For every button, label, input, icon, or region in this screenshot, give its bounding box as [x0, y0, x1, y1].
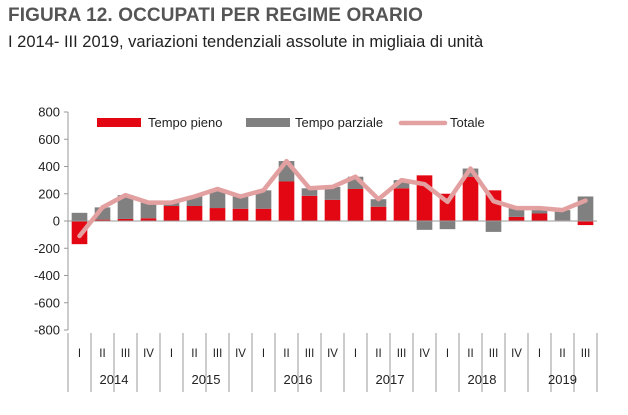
bar-tempo-parziale [324, 186, 341, 200]
bar-tempo-parziale [531, 208, 548, 214]
x-quarter-label: III [121, 348, 131, 360]
x-quarter-label: I [170, 348, 173, 360]
legend-label-tempo-pieno: Tempo pieno [148, 115, 222, 130]
chart-title: FIGURA 12. OCCUPATI PER REGIME ORARIO [8, 5, 424, 26]
bar-tempo-parziale [140, 202, 157, 219]
bar-tempo-pieno [278, 181, 295, 221]
bar-tempo-parziale [416, 221, 433, 230]
y-tick-label: 800 [38, 105, 60, 120]
x-quarter-label: IV [235, 348, 246, 360]
bar-tempo-pieno [301, 195, 318, 221]
bar-tempo-pieno [462, 176, 479, 221]
x-quarter-label: II [99, 348, 105, 360]
bar-tempo-pieno [508, 216, 525, 221]
bar-tempo-parziale [186, 196, 203, 207]
bar-tempo-parziale [439, 221, 456, 230]
y-tick-label: -200 [34, 241, 60, 256]
y-tick-label: 600 [38, 132, 60, 147]
bar-tempo-parziale [485, 221, 502, 232]
bar-tempo-pieno [347, 188, 364, 221]
bar-tempo-parziale [370, 199, 387, 207]
x-quarter-label: I [354, 348, 357, 360]
x-quarter-label: I [78, 348, 81, 360]
y-tick-label: -800 [34, 323, 60, 338]
y-tick-label: -600 [34, 295, 60, 310]
bar-tempo-parziale [232, 196, 249, 209]
x-year-label: 2014 [100, 372, 129, 387]
legend: Tempo pieno Tempo parziale Totale [97, 115, 485, 130]
bar-tempo-pieno [94, 219, 111, 221]
y-axis: -800 -600 -400 -200 0 200 400 600 800 [34, 105, 69, 338]
x-quarter-label: III [397, 348, 407, 360]
y-tick-label: 0 [53, 214, 60, 229]
bar-tempo-parziale [462, 168, 479, 177]
x-year-label: 2016 [284, 372, 313, 387]
bar-tempo-parziale [71, 212, 88, 221]
total-line [77, 158, 588, 239]
legend-label-totale: Totale [450, 115, 485, 130]
x-year-label: 2015 [192, 372, 221, 387]
bar-tempo-parziale [554, 210, 571, 221]
x-quarter-label: IV [327, 348, 338, 360]
bar-tempo-parziale [508, 208, 525, 217]
bar-tempo-pieno [186, 206, 203, 221]
x-quarter-label: IV [419, 348, 430, 360]
x-year-label: 2018 [468, 372, 497, 387]
y-tick-label: 200 [38, 186, 60, 201]
x-quarter-label: III [213, 348, 223, 360]
y-tick-label: -400 [34, 268, 60, 283]
x-quarter-label: IV [511, 348, 522, 360]
x-year-label: 2017 [376, 372, 405, 387]
x-quarter-label: I [538, 348, 541, 360]
x-quarter-label: I [446, 348, 449, 360]
bar-tempo-pieno [140, 218, 157, 221]
legend-label-tempo-parziale: Tempo parziale [295, 115, 383, 130]
bar-tempo-parziale [393, 180, 410, 189]
bar-tempo-pieno [117, 218, 134, 221]
x-quarter-label: II [559, 348, 565, 360]
bar-tempo-parziale [117, 195, 134, 219]
x-quarter-label: II [375, 348, 381, 360]
x-quarter-label: III [581, 348, 591, 360]
x-quarter-label: II [467, 348, 473, 360]
bar-tempo-parziale [301, 188, 318, 196]
legend-swatch-tempo-pieno [97, 118, 141, 127]
bar-tempo-pieno [370, 206, 387, 221]
x-axis: I II III IV I II III IV I II III IV I II III IV I II III IV… [67, 333, 598, 392]
x-quarter-label: III [489, 348, 499, 360]
bar-tempo-pieno [255, 208, 272, 221]
chart-subtitle: I 2014- III 2019, variazioni tendenziali… [8, 33, 484, 51]
x-year-label: 2019 [548, 372, 577, 387]
bar-tempo-pieno [209, 208, 226, 221]
y-tick-label: 400 [38, 159, 60, 174]
x-quarter-label: III [305, 348, 315, 360]
bar-tempo-pieno [232, 208, 249, 221]
x-quarter-label: I [262, 348, 265, 360]
bar-tempo-parziale [209, 188, 226, 209]
bar-tempo-pieno [531, 213, 548, 221]
bar-tempo-pieno [577, 221, 594, 226]
x-quarter-label: II [191, 348, 197, 360]
bar-tempo-pieno [324, 199, 341, 221]
legend-swatch-tempo-parziale [246, 118, 290, 127]
x-quarter-label: IV [143, 348, 154, 360]
bar-tempo-pieno [163, 206, 180, 221]
line-totale [77, 158, 588, 239]
bar-tempo-parziale [255, 190, 272, 209]
bar-tempo-pieno [393, 188, 410, 221]
x-quarter-label: II [283, 348, 289, 360]
